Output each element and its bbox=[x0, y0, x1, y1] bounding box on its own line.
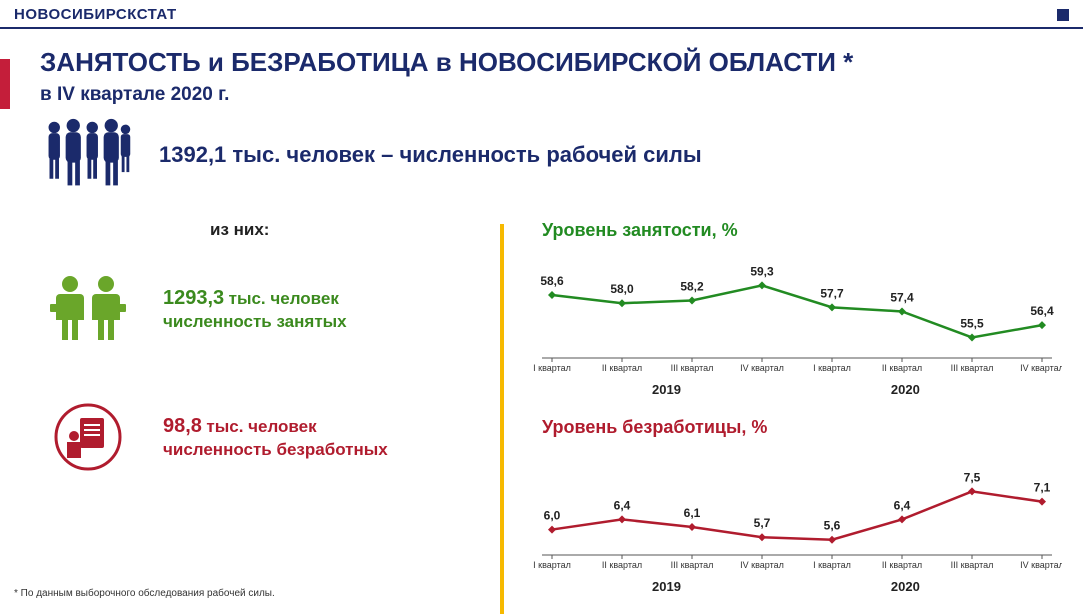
employed-row: 1293,3 тыс. человек численность занятых bbox=[40, 270, 460, 348]
svg-text:II квартал: II квартал bbox=[882, 363, 922, 373]
unemployed-number: 98,8 bbox=[163, 415, 202, 437]
unemployment-chart-title: Уровень безработицы, % bbox=[542, 417, 1062, 438]
unemployment-chart-years: 2019 2020 bbox=[532, 579, 1062, 594]
employed-label: численность занятых bbox=[163, 312, 347, 331]
unemployment-chart-block: Уровень безработицы, % I квартал II кварт… bbox=[532, 417, 1062, 594]
svg-text:7,5: 7,5 bbox=[964, 470, 981, 484]
year-label: 2020 bbox=[891, 579, 920, 594]
svg-text:I квартал: I квартал bbox=[533, 363, 571, 373]
svg-text:IV квартал: IV квартал bbox=[740, 560, 784, 570]
unemployed-label: численность безработных bbox=[163, 440, 388, 459]
svg-text:II квартал: II квартал bbox=[602, 560, 642, 570]
document-person-icon bbox=[40, 398, 135, 476]
people-group-icon bbox=[40, 116, 135, 194]
employed-number: 1293,3 bbox=[163, 287, 224, 309]
employment-chart-block: Уровень занятости, % I квартал II квартал… bbox=[532, 220, 1062, 397]
body-row: из них: 1293,3 bbox=[0, 212, 1083, 614]
page-subtitle: в IV квартале 2020 г. bbox=[40, 84, 1043, 106]
svg-text:I квартал: I квартал bbox=[533, 560, 571, 570]
svg-text:59,3: 59,3 bbox=[750, 264, 774, 278]
briefcase-people-icon bbox=[40, 270, 135, 348]
svg-text:57,4: 57,4 bbox=[890, 290, 914, 304]
employment-chart: I квартал II квартал III квартал IV квартал… bbox=[532, 245, 1062, 380]
svg-text:58,0: 58,0 bbox=[610, 282, 634, 296]
brand-square-icon bbox=[1057, 9, 1069, 21]
svg-text:6,4: 6,4 bbox=[614, 498, 631, 512]
year-label: 2020 bbox=[891, 382, 920, 397]
subhead-label: из них: bbox=[210, 220, 460, 240]
svg-text:II квартал: II квартал bbox=[602, 363, 642, 373]
headline-text: 1392,1 тыс. человек – численность рабоче… bbox=[159, 142, 702, 168]
unemployed-row: 98,8 тыс. человек численность безработны… bbox=[40, 398, 460, 476]
employed-unit: тыс. человек bbox=[229, 289, 339, 308]
svg-text:III квартал: III квартал bbox=[671, 363, 714, 373]
vertical-divider bbox=[500, 224, 504, 614]
svg-text:5,7: 5,7 bbox=[754, 516, 771, 530]
svg-text:6,1: 6,1 bbox=[684, 506, 701, 520]
svg-text:IV квартал: IV квартал bbox=[1020, 363, 1062, 373]
svg-text:6,4: 6,4 bbox=[894, 498, 911, 512]
svg-text:5,6: 5,6 bbox=[824, 519, 841, 533]
svg-text:I квартал: I квартал bbox=[813, 560, 851, 570]
employment-chart-years: 2019 2020 bbox=[532, 382, 1062, 397]
svg-text:57,7: 57,7 bbox=[820, 286, 844, 300]
page-title: ЗАНЯТОСТЬ и БЕЗРАБОТИЦА в НОВОСИБИРСКОЙ … bbox=[40, 47, 1043, 78]
right-column: Уровень занятости, % I квартал II квартал… bbox=[532, 220, 1062, 614]
svg-text:58,2: 58,2 bbox=[680, 279, 704, 293]
svg-text:6,0: 6,0 bbox=[544, 509, 561, 523]
top-bar: НОВОСИБИРСКСТАТ bbox=[0, 0, 1083, 29]
footnote: * По данным выборочного обследования раб… bbox=[14, 588, 275, 599]
svg-text:IV квартал: IV квартал bbox=[740, 363, 784, 373]
headline-row: 1392,1 тыс. человек – численность рабоче… bbox=[0, 116, 1083, 194]
title-block: ЗАНЯТОСТЬ и БЕЗРАБОТИЦА в НОВОСИБИРСКОЙ … bbox=[0, 29, 1083, 116]
employment-chart-title: Уровень занятости, % bbox=[542, 220, 1062, 241]
left-column: из них: 1293,3 bbox=[30, 220, 460, 614]
brand-label: НОВОСИБИРСКСТАТ bbox=[14, 6, 177, 23]
employed-text: 1293,3 тыс. человек численность занятых bbox=[163, 285, 347, 334]
svg-text:7,1: 7,1 bbox=[1034, 481, 1051, 495]
svg-text:55,5: 55,5 bbox=[960, 316, 984, 330]
svg-text:IV квартал: IV квартал bbox=[1020, 560, 1062, 570]
unemployed-unit: тыс. человек bbox=[206, 417, 316, 436]
svg-text:II квартал: II квартал bbox=[882, 560, 922, 570]
svg-text:III квартал: III квартал bbox=[671, 560, 714, 570]
svg-text:III квартал: III квартал bbox=[951, 363, 994, 373]
title-accent-bar bbox=[0, 59, 10, 109]
svg-text:58,6: 58,6 bbox=[540, 274, 564, 288]
svg-text:56,4: 56,4 bbox=[1030, 304, 1054, 318]
svg-text:III квартал: III квартал bbox=[951, 560, 994, 570]
unemployed-text: 98,8 тыс. человек численность безработны… bbox=[163, 413, 388, 462]
year-label: 2019 bbox=[652, 579, 681, 594]
unemployment-chart: I квартал II квартал III квартал IV квартал… bbox=[532, 442, 1062, 577]
year-label: 2019 bbox=[652, 382, 681, 397]
svg-text:I квартал: I квартал bbox=[813, 363, 851, 373]
